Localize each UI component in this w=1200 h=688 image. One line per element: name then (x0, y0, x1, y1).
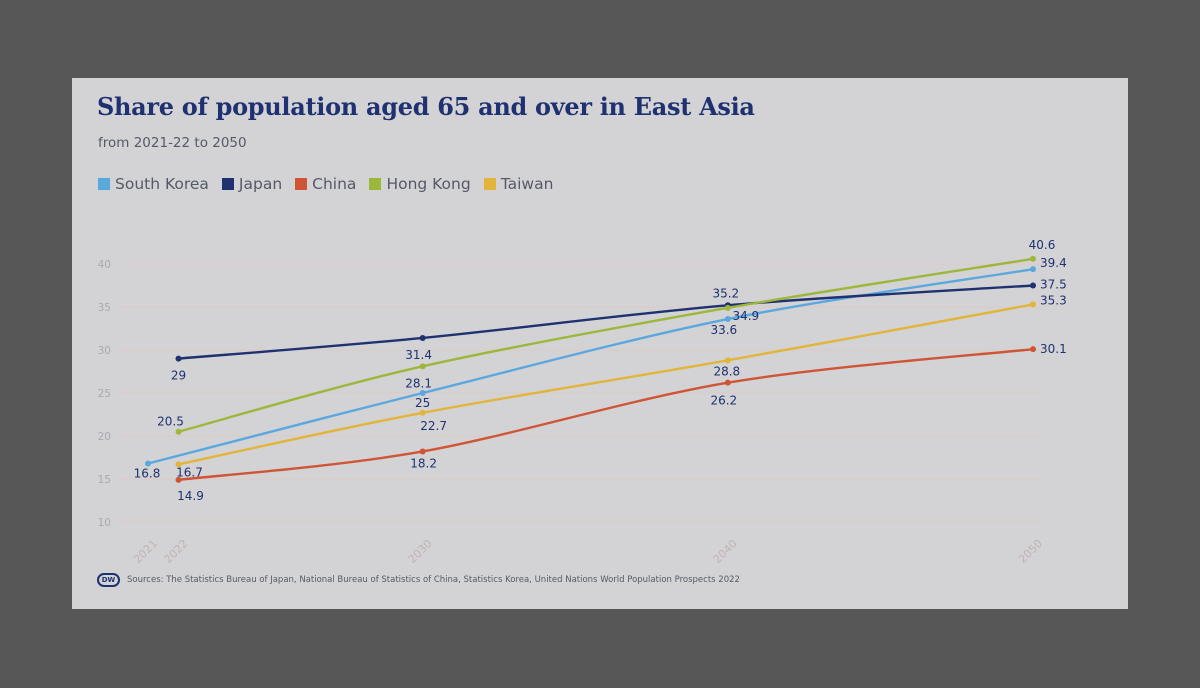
x-tick-label: 2050 (1016, 537, 1045, 566)
data-label-hong-kong: 28.1 (405, 376, 432, 390)
legend-label: China (312, 175, 357, 193)
footer: DW Sources: The Statistics Bureau of Jap… (97, 573, 740, 587)
data-point-hong-kong (724, 304, 731, 311)
x-tick-label: 2040 (711, 537, 740, 566)
chart-card: Share of population aged 65 and over in … (72, 78, 1128, 609)
legend-swatch (369, 178, 382, 190)
y-tick-label: 40 (98, 259, 111, 271)
x-tick-label: 2022 (162, 537, 191, 566)
data-point-south-korea (145, 460, 151, 467)
data-label-south-korea: 39.4 (1040, 256, 1067, 270)
data-label-taiwan: 28.8 (713, 364, 740, 378)
data-label-south-korea: 25 (415, 396, 430, 410)
legend-label: South Korea (115, 175, 209, 193)
chart-title: Share of population aged 65 and over in … (97, 92, 755, 121)
legend-swatch (295, 178, 308, 190)
legend-item-china: China (295, 175, 356, 193)
legend: South Korea Japan China Hong Kong Taiwan (98, 175, 553, 193)
data-label-china: 30.1 (1040, 342, 1067, 356)
dw-logo-text: DW (101, 575, 116, 584)
data-point-japan (175, 355, 182, 362)
y-tick-label: 20 (98, 431, 111, 443)
data-label-south-korea: 16.8 (134, 467, 161, 481)
legend-swatch (483, 178, 496, 190)
chart-subtitle: from 2021-22 to 2050 (98, 135, 247, 151)
dw-logo: DW (97, 573, 120, 587)
data-point-hong-kong (419, 363, 426, 370)
y-tick-label: 10 (98, 517, 111, 529)
data-point-south-korea (724, 316, 731, 323)
data-label-japan: 29 (171, 369, 186, 383)
data-label-taiwan: 16.7 (176, 465, 203, 479)
source-note: Sources: The Statistics Bureau of Japan,… (127, 575, 740, 585)
data-point-taiwan (175, 461, 182, 468)
data-point-china (1030, 346, 1036, 353)
data-point-taiwan (1030, 301, 1036, 308)
data-point-china (175, 476, 182, 483)
data-point-hong-kong (1030, 255, 1036, 262)
data-label-hong-kong: 34.9 (732, 309, 759, 323)
legend-item-south-korea: South Korea (98, 175, 209, 193)
legend-label: Japan (238, 175, 283, 193)
legend-swatch (221, 178, 234, 190)
x-tick-label: 2021 (131, 537, 160, 566)
data-label-japan: 37.5 (1040, 278, 1067, 292)
legend-label: Hong Kong (386, 175, 471, 193)
series-line-china (177, 347, 1035, 482)
series-line-taiwan (177, 303, 1035, 466)
legend-item-japan: Japan (221, 175, 283, 193)
y-tick-label: 25 (98, 388, 111, 400)
data-label-hong-kong: 40.6 (1029, 238, 1056, 252)
data-label-taiwan: 35.3 (1040, 293, 1067, 307)
data-label-south-korea: 33.6 (710, 323, 737, 337)
data-point-hong-kong (175, 428, 182, 435)
data-point-taiwan (419, 409, 426, 416)
data-label-china: 14.9 (177, 489, 204, 503)
line-chart: 10 15 20 25 30 35 40 2021 2022 2030 2040 2050 16.8 25… (98, 238, 1067, 566)
data-point-taiwan (724, 357, 731, 364)
data-label-hong-kong: 20.5 (157, 415, 184, 429)
data-point-japan (1030, 282, 1036, 289)
y-tick-label: 15 (98, 474, 111, 486)
data-label-japan: 31.4 (405, 348, 432, 362)
series-line-japan (177, 284, 1035, 360)
series-line-hong-kong (177, 257, 1035, 433)
legend-label: Taiwan (500, 175, 554, 193)
data-label-taiwan: 22.7 (420, 419, 447, 433)
data-point-china (419, 448, 426, 455)
data-point-south-korea (1030, 266, 1036, 273)
data-label-china: 18.2 (410, 456, 437, 470)
y-tick-label: 30 (98, 345, 111, 357)
legend-item-taiwan: Taiwan (483, 175, 554, 193)
y-tick-label: 35 (98, 302, 111, 314)
series-line-south-korea (146, 267, 1035, 465)
x-tick-label: 2030 (406, 537, 435, 566)
data-point-japan (419, 334, 426, 341)
data-label-japan: 35.2 (712, 286, 739, 300)
data-point-china (724, 379, 731, 386)
data-label-china: 26.2 (710, 394, 737, 408)
legend-item-hong-kong: Hong Kong (369, 175, 471, 193)
data-point-south-korea (419, 390, 426, 396)
legend-swatch (98, 178, 110, 190)
